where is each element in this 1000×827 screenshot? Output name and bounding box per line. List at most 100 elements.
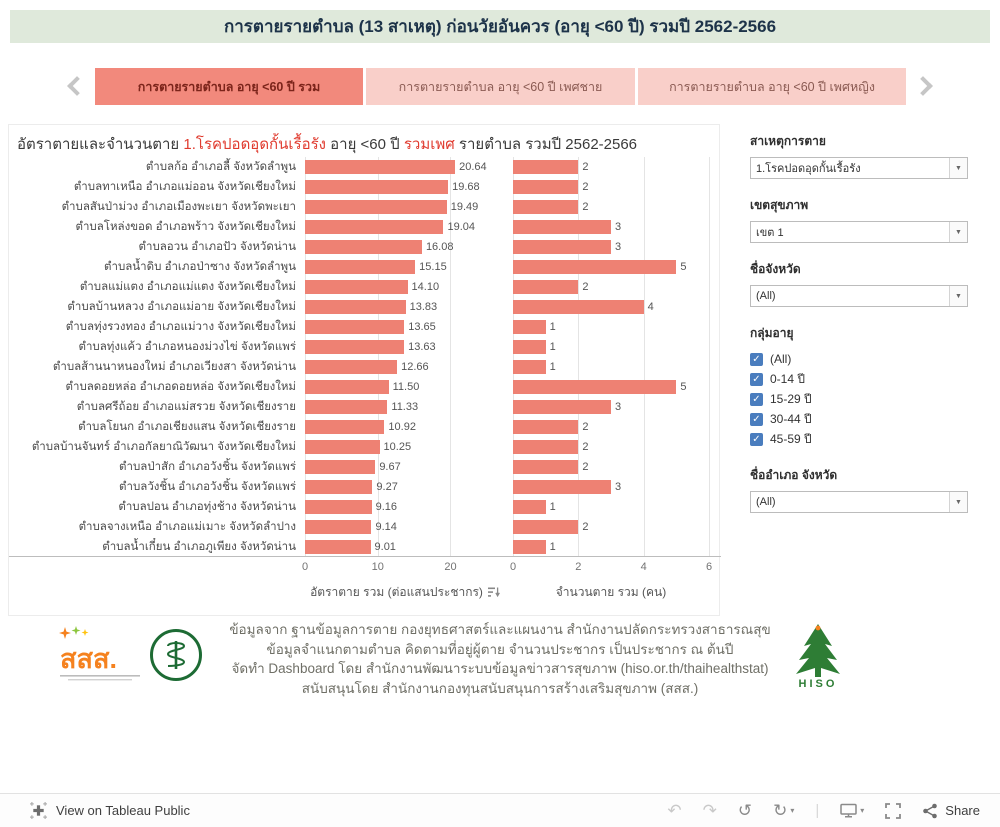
- rate-value: 13.65: [408, 321, 436, 333]
- count-bar[interactable]: [513, 380, 677, 394]
- rate-bar[interactable]: [305, 480, 373, 494]
- chart-row: ตำบลอวน อำเภอปัว จังหวัดน่าน 16.08 3: [9, 237, 721, 257]
- count-bar[interactable]: [513, 240, 611, 254]
- axis-ticks: 0 10 20 0 2 4 6: [9, 561, 721, 577]
- revert-icon[interactable]: ↺: [737, 801, 753, 820]
- rate-bar[interactable]: [305, 160, 456, 174]
- rate-bar[interactable]: [305, 460, 376, 474]
- count-bar[interactable]: [513, 460, 579, 474]
- count-bar[interactable]: [513, 480, 611, 494]
- bar-chart: ตำบลก้อ อำเภอลี้ จังหวัดลำพูน 20.64 2 ตำบลท…: [9, 157, 721, 557]
- rate-value: 9.67: [379, 461, 401, 473]
- chevron-right-icon[interactable]: [913, 76, 933, 96]
- checkbox-icon[interactable]: ✓: [750, 372, 763, 386]
- device-preview-icon[interactable]: ▾: [840, 803, 864, 818]
- rate-bar[interactable]: [305, 240, 422, 254]
- tab-total[interactable]: การตายรายตำบล อายุ <60 ปี รวม: [95, 68, 363, 105]
- rate-axis-ticks: 0 10 20: [302, 561, 505, 577]
- count-bar[interactable]: [513, 520, 579, 534]
- count-value: 1: [549, 501, 556, 513]
- moph-logo: [150, 629, 202, 681]
- count-axis-title-text: จำนวนตาย รวม (คน): [555, 585, 667, 599]
- count-bar[interactable]: [513, 200, 579, 214]
- undo-icon[interactable]: ↶: [667, 801, 682, 820]
- rate-value: 9.16: [375, 501, 398, 513]
- count-bar[interactable]: [513, 260, 677, 274]
- redo-icon[interactable]: ↷: [702, 801, 717, 820]
- dropdown-caret-icon[interactable]: ▼: [949, 158, 967, 178]
- chart-title-part: อัตราตายและจำนวนตาย: [17, 136, 180, 153]
- region-filter-dropdown[interactable]: เขต 1 ▼: [750, 221, 968, 243]
- row-label: ตำบลน้ำดิบ อำเภอป่าซาง จังหวัดลำพูน: [104, 261, 296, 273]
- rate-bar[interactable]: [305, 380, 389, 394]
- count-bar[interactable]: [513, 220, 611, 234]
- rate-bar[interactable]: [305, 280, 408, 294]
- checkbox-icon[interactable]: ✓: [750, 432, 763, 446]
- count-bar[interactable]: [513, 300, 644, 314]
- sort-icon[interactable]: [487, 587, 500, 598]
- refresh-icon[interactable]: ↻ ▾: [773, 801, 795, 820]
- rate-bar[interactable]: [305, 500, 372, 514]
- chart-row: ตำบลบ้านจันทร์ อำเภอกัลยาณิวัฒนา จังหวัด…: [9, 437, 721, 457]
- district-filter-dropdown[interactable]: (All) ▼: [750, 491, 968, 513]
- tab-male[interactable]: การตายรายตำบล อายุ <60 ปี เพศชาย: [366, 68, 635, 105]
- rate-bar[interactable]: [305, 440, 380, 454]
- count-bar[interactable]: [513, 440, 579, 454]
- tab-female[interactable]: การตายรายตำบล อายุ <60 ปี เพศหญิง: [638, 68, 906, 105]
- credits-line: จัดทำ Dashboard โดย สำนักงานพัฒนาระบบข้อ…: [231, 661, 769, 676]
- rate-bar[interactable]: [305, 180, 449, 194]
- count-bar[interactable]: [513, 420, 579, 434]
- age-option[interactable]: ✓ 30-44 ปี: [750, 409, 968, 429]
- axis-tick-label: 4: [640, 561, 647, 573]
- count-value: 1: [549, 321, 556, 333]
- count-bar[interactable]: [513, 320, 546, 334]
- rate-bar[interactable]: [305, 520, 372, 534]
- cause-filter-value: 1.โรคปอดอุดกั้นเรื้อรัง: [756, 163, 861, 175]
- rate-bar[interactable]: [305, 220, 444, 234]
- row-label: ตำบลศรีถ้อย อำเภอแม่สรวย จังหวัดเชียงราย: [76, 401, 296, 413]
- province-filter-dropdown[interactable]: (All) ▼: [750, 285, 968, 307]
- view-on-tableau-link[interactable]: View on Tableau Public: [30, 802, 190, 819]
- checkbox-icon[interactable]: ✓: [750, 412, 763, 426]
- rate-bar[interactable]: [305, 260, 416, 274]
- toolbar-actions: ↶ ↷ ↺ ↻ ▾ | ▾: [667, 802, 980, 819]
- count-bar[interactable]: [513, 340, 546, 354]
- rate-bar[interactable]: [305, 300, 406, 314]
- cause-filter-label: สาเหตุการตาย: [750, 134, 826, 148]
- rate-bar[interactable]: [305, 540, 371, 554]
- count-bar[interactable]: [513, 280, 579, 294]
- rate-bar[interactable]: [305, 360, 398, 374]
- count-bar[interactable]: [513, 540, 546, 554]
- rate-bar[interactable]: [305, 320, 405, 334]
- caduceus-icon: [166, 641, 186, 669]
- checkbox-icon[interactable]: ✓: [750, 392, 763, 406]
- tab-total-label: การตายรายตำบล อายุ <60 ปี รวม: [137, 79, 321, 94]
- dropdown-caret-icon[interactable]: ▼: [949, 286, 967, 306]
- count-bar[interactable]: [513, 360, 546, 374]
- fullscreen-icon[interactable]: [885, 802, 902, 819]
- chart-row: ตำบลบ้านหลวง อำเภอแม่อาย จังหวัดเชียงใหม…: [9, 297, 721, 317]
- age-option[interactable]: ✓ (All): [750, 349, 968, 369]
- age-option[interactable]: ✓ 45-59 ปี: [750, 429, 968, 449]
- age-option[interactable]: ✓ 15-29 ปี: [750, 389, 968, 409]
- credits-line: ข้อมูลจำแนกตามตำบล คิดตามที่อยู่ผู้ตาย จ…: [266, 641, 734, 657]
- rate-bar[interactable]: [305, 400, 388, 414]
- chart-row: ตำบลศรีถ้อย อำเภอแม่สรวย จังหวัดเชียงราย…: [9, 397, 721, 417]
- rate-bar[interactable]: [305, 200, 447, 214]
- dropdown-caret-icon[interactable]: ▼: [949, 492, 967, 512]
- chevron-left-icon[interactable]: [67, 76, 87, 96]
- cause-filter-dropdown[interactable]: 1.โรคปอดอุดกั้นเรื้อรัง ▼: [750, 157, 968, 179]
- count-value: 2: [582, 421, 589, 433]
- age-option[interactable]: ✓ 0-14 ปี: [750, 369, 968, 389]
- checkbox-icon[interactable]: ✓: [750, 352, 763, 366]
- rate-bar[interactable]: [305, 420, 385, 434]
- count-bar[interactable]: [513, 500, 546, 514]
- count-bar[interactable]: [513, 160, 579, 174]
- rate-value: 9.27: [376, 481, 398, 493]
- count-bar[interactable]: [513, 180, 579, 194]
- count-bar[interactable]: [513, 400, 611, 414]
- dropdown-caret-icon[interactable]: ▼: [949, 222, 967, 242]
- rate-bar[interactable]: [305, 340, 405, 354]
- share-button[interactable]: Share: [922, 803, 980, 819]
- rate-value: 20.64: [459, 161, 487, 173]
